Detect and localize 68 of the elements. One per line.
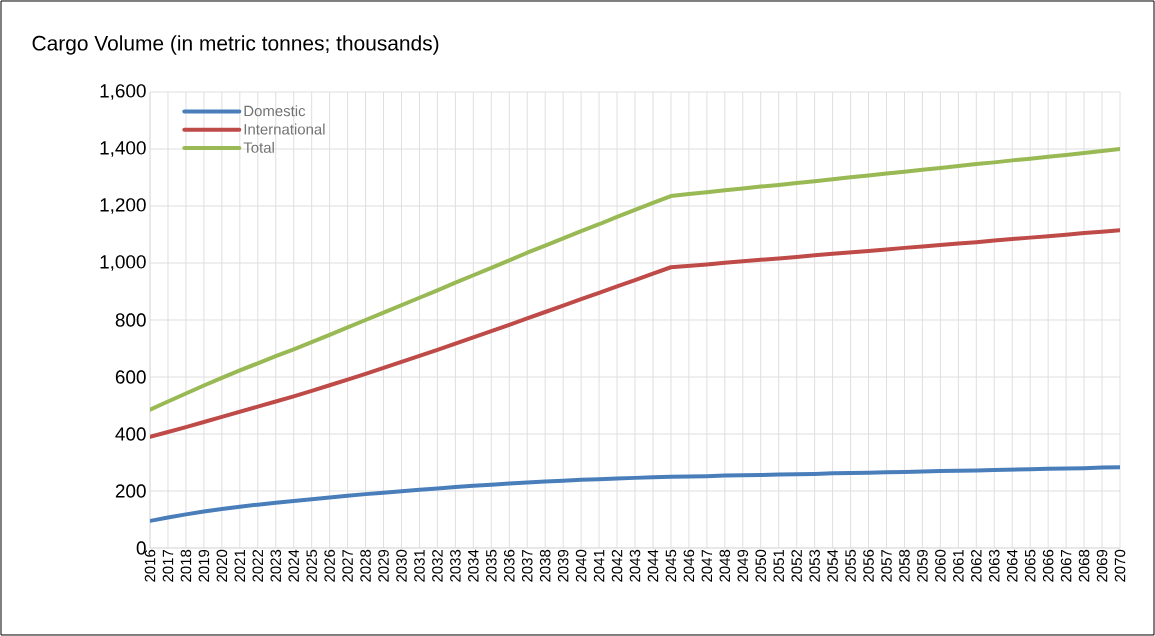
x-tick-label: 2070 bbox=[1114, 549, 1126, 582]
x-tick-label: 2018 bbox=[180, 549, 192, 582]
x-tick-label: 2066 bbox=[1042, 549, 1054, 582]
x-tick-label: 2037 bbox=[521, 549, 533, 582]
x-tick-label: 2067 bbox=[1060, 549, 1072, 582]
x-tick-label: 2036 bbox=[503, 549, 515, 582]
x-tick-label: 2064 bbox=[1006, 549, 1018, 582]
y-tick-label: 1,200 bbox=[100, 198, 146, 214]
x-tick-label: 2039 bbox=[557, 549, 569, 582]
x-tick-label: 2030 bbox=[396, 549, 407, 582]
x-tick-label: 2063 bbox=[988, 549, 1000, 582]
y-tick-label: 1,600 bbox=[100, 84, 146, 100]
y-tick-label: 800 bbox=[115, 313, 146, 327]
x-tick-label: 2050 bbox=[755, 549, 767, 582]
x-tick-label: 2051 bbox=[773, 549, 784, 582]
x-tick-label: 2061 bbox=[953, 549, 964, 582]
x-tick-label: 2062 bbox=[971, 549, 982, 582]
legend-label: International bbox=[244, 123, 325, 135]
x-tick-label: 2038 bbox=[539, 549, 551, 582]
x-tick-label: 2052 bbox=[791, 549, 802, 582]
x-tick-label: 2033 bbox=[450, 549, 461, 582]
x-tick-label: 2026 bbox=[324, 549, 335, 582]
x-tick-label: 2021 bbox=[234, 549, 246, 582]
y-tick-label: 0 bbox=[136, 541, 146, 555]
y-tick-label: 1,000 bbox=[100, 255, 146, 271]
x-tick-label: 2049 bbox=[737, 549, 749, 582]
x-tick-label: 2027 bbox=[342, 549, 353, 582]
y-tick-label: 400 bbox=[115, 427, 146, 441]
legend-label: Domestic bbox=[244, 105, 306, 117]
chart-title: Cargo Volume (in metric tonnes; thousands) bbox=[32, 35, 439, 55]
x-tick-label: 2034 bbox=[468, 549, 479, 582]
x-tick-label: 2047 bbox=[701, 549, 713, 582]
x-tick-label: 2044 bbox=[647, 549, 659, 582]
x-tick-label: 2024 bbox=[288, 549, 299, 582]
x-tick-label: 2056 bbox=[863, 549, 874, 582]
x-tick-label: 2017 bbox=[162, 549, 174, 582]
x-tick-label: 2053 bbox=[809, 549, 820, 582]
x-tick-label: 2048 bbox=[719, 549, 731, 582]
x-tick-label: 2065 bbox=[1024, 549, 1036, 582]
x-tick-label: 2020 bbox=[216, 549, 228, 582]
y-tick-label: 600 bbox=[115, 370, 146, 384]
x-tick-label: 2029 bbox=[378, 549, 389, 582]
x-tick-label: 2069 bbox=[1096, 549, 1108, 582]
x-tick-label: 2060 bbox=[935, 549, 946, 582]
x-tick-label: 2016 bbox=[144, 549, 156, 582]
x-tick-label: 2040 bbox=[575, 549, 587, 582]
y-tick-label: 1,400 bbox=[100, 141, 146, 157]
x-tick-label: 2042 bbox=[611, 549, 623, 582]
x-tick-label: 2032 bbox=[432, 549, 443, 582]
x-tick-label: 2023 bbox=[270, 549, 282, 582]
x-tick-label: 2059 bbox=[917, 549, 928, 582]
x-tick-label: 2019 bbox=[198, 549, 210, 582]
x-tick-label: 2025 bbox=[306, 549, 317, 582]
x-tick-label: 2028 bbox=[360, 549, 371, 582]
x-tick-label: 2031 bbox=[414, 549, 425, 582]
x-tick-label: 2058 bbox=[899, 549, 910, 582]
x-tick-label: 2043 bbox=[629, 549, 641, 582]
x-tick-label: 2068 bbox=[1078, 549, 1090, 582]
x-tick-label: 2046 bbox=[683, 549, 695, 582]
x-tick-label: 2035 bbox=[486, 549, 497, 582]
x-tick-label: 2057 bbox=[881, 549, 892, 582]
x-tick-label: 2054 bbox=[827, 549, 838, 582]
y-tick-label: 200 bbox=[115, 484, 146, 498]
x-tick-label: 2041 bbox=[593, 549, 605, 582]
x-tick-label: 2055 bbox=[845, 549, 856, 582]
x-tick-label: 2022 bbox=[252, 549, 264, 582]
x-tick-label: 2045 bbox=[665, 549, 677, 582]
legend-label: Total bbox=[243, 141, 274, 153]
